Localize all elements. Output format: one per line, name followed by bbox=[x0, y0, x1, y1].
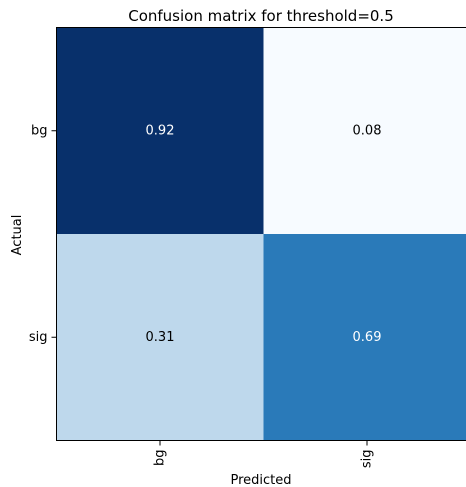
cell-value-labels: 0.92 0.08 0.31 0.69 bbox=[146, 123, 382, 345]
x-tick-label: sig bbox=[360, 450, 375, 469]
heatmap-cells bbox=[56, 27, 466, 441]
heatmap-cell-sig-sig bbox=[263, 234, 466, 441]
y-tick-label: bg bbox=[31, 123, 48, 138]
y-tick-label: sig bbox=[29, 330, 48, 345]
y-axis-label: Actual bbox=[10, 215, 25, 256]
cell-value-label-sig-sig: 0.69 bbox=[353, 330, 382, 345]
x-axis-label: Predicted bbox=[230, 473, 291, 487]
y-axis-ticks: bg sig bbox=[29, 123, 57, 345]
heatmap-cell-bg-sig bbox=[263, 27, 466, 235]
x-axis-ticks: bg sig bbox=[153, 440, 375, 469]
heatmap-cell-bg-bg bbox=[56, 27, 264, 235]
plot-frame bbox=[56, 27, 466, 441]
cell-value-label-bg-sig: 0.08 bbox=[353, 123, 382, 138]
cell-value-label-bg-bg: 0.92 bbox=[146, 123, 175, 138]
heatmap-cell-sig-bg bbox=[56, 234, 264, 441]
chart-title: Confusion matrix for threshold=0.5 bbox=[128, 7, 394, 25]
cell-value-label-sig-bg: 0.31 bbox=[146, 330, 175, 345]
x-tick-label: bg bbox=[153, 450, 168, 467]
